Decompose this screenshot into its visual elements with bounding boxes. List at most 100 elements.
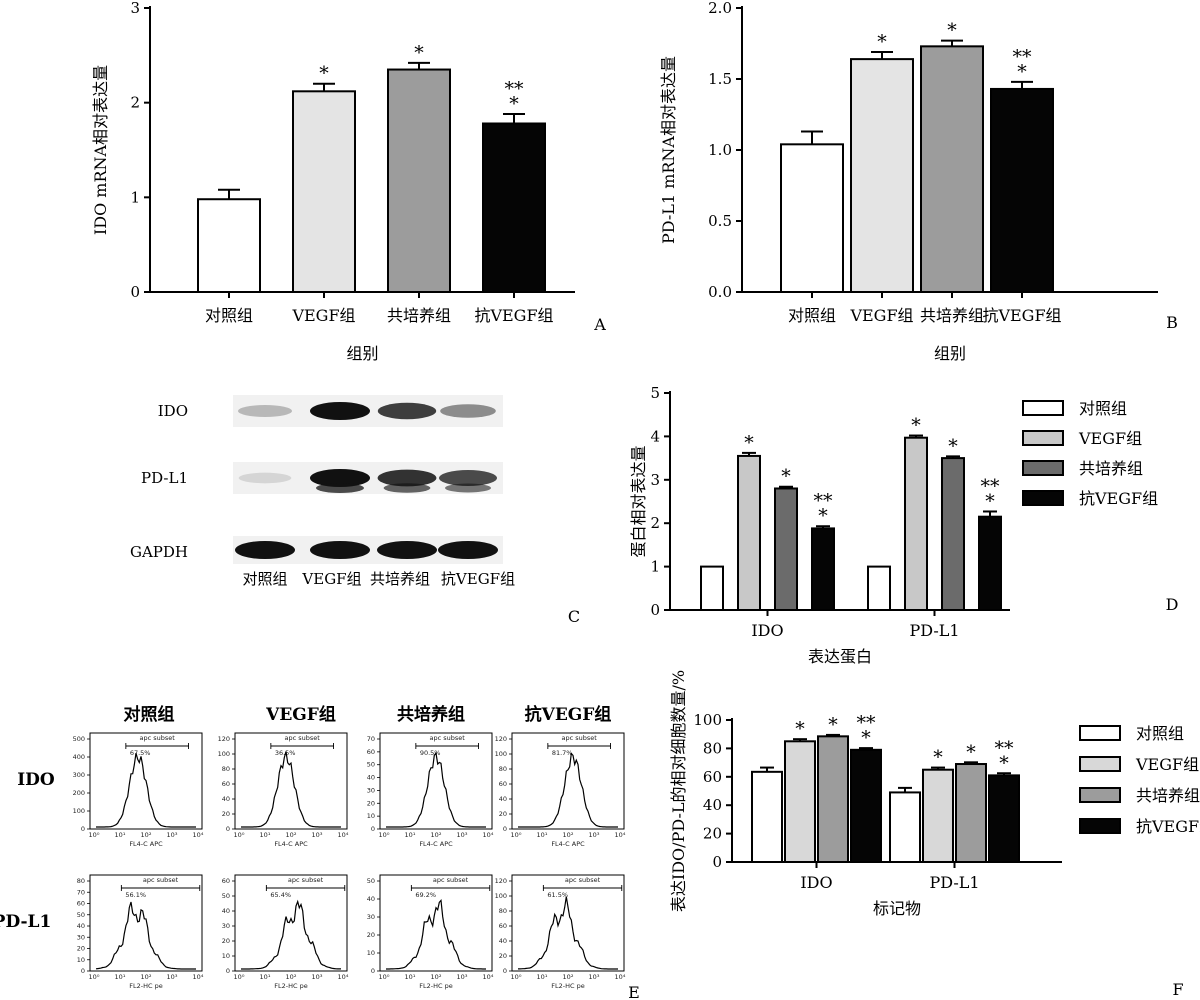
y-axis-title: IDO mRNA相对表达量 [91,65,110,235]
histogram-x-tick-label: 10² [431,831,442,839]
histogram-y-tick-label: 30 [77,933,85,941]
bar [955,763,987,864]
legend-label: 对照组 [1136,724,1184,743]
histogram-x-tick-label: 10⁰ [511,831,522,839]
histogram-x-tick-label: 10¹ [405,831,416,839]
histogram-frame [511,732,625,830]
legend-swatch [1022,490,1064,506]
histogram-x-tick-label: 10¹ [115,831,126,839]
legend-swatch [1079,818,1121,834]
histogram-x-tick-label: 10⁰ [379,831,390,839]
significance-marker: * [999,752,1009,774]
bar [482,122,546,293]
x-tick-label: PD-L1 [929,873,979,892]
blot-band [377,541,437,559]
histogram-frame [234,732,348,830]
histogram-x-tick-label: 10³ [589,973,600,981]
legend-swatch [1022,430,1064,446]
x-axis-title: 标记物 [873,899,921,918]
y-axis-title: 表达IDO/PD-L的相对细胞数量/% [669,670,688,912]
histogram-y-tick-label: 0 [81,967,85,975]
histogram-curve [518,752,618,828]
significance-marker: * [947,20,957,42]
histogram-x-axis-label: FL4-C APC [129,840,163,848]
significance-marker: * [818,505,828,527]
gate-percent: 81.7% [552,749,573,757]
histogram-y-tick-label: 20 [367,931,375,939]
significance-marker: * [414,42,424,64]
significance-marker: * [781,466,791,488]
bar [197,198,261,293]
bar [850,58,914,294]
histogram-y-tick-label: 40 [222,907,230,915]
histogram-y-tick-label: 30 [367,913,375,921]
histogram-x-tick-label: 10² [431,973,442,981]
histogram-y-tick-label: 20 [222,937,230,945]
flow-row-label: IDO [17,770,55,790]
bar [817,735,849,864]
legend-label: 抗VEGF组 [1079,489,1158,508]
blot-band [310,541,370,559]
y-tick-label: 0 [130,283,140,301]
significance-marker: ** [857,712,877,734]
histogram-x-tick-label: 10² [563,831,574,839]
histogram-x-tick-label: 10⁴ [338,973,349,981]
bar [292,90,356,293]
legend-swatch [1079,787,1121,803]
histogram-x-tick-label: 10¹ [537,973,548,981]
bar [867,565,891,611]
legend-swatch [1022,460,1064,476]
histogram-y-tick-label: 100 [218,750,230,758]
bar [922,768,954,864]
histogram-y-tick-label: 120 [495,877,507,885]
histogram-frame [89,732,203,830]
histogram-y-tick-label: 10 [367,949,375,957]
blot-lane-label: 抗VEGF组 [441,570,515,588]
histogram-y-tick-label: 50 [77,911,85,919]
histogram-x-tick-label: 10³ [457,973,468,981]
histogram-y-tick-label: 0 [503,967,507,975]
bar [811,527,835,612]
blot-band [377,469,437,487]
blot-row-label: PD-L1 [141,469,188,487]
y-tick-label: 0.5 [708,212,732,230]
gate-percent: 69.2% [415,891,436,899]
flow-column-header: 共培养组 [397,704,465,725]
blot-band [440,404,496,418]
histogram-curve [241,899,341,970]
flow-column-header: 抗VEGF组 [525,704,612,725]
bar [978,515,1002,611]
histogram-y-tick-label: 120 [495,735,507,743]
histogram-x-tick-label: 10² [286,831,297,839]
bar [889,791,921,863]
bar [780,143,844,293]
histogram-x-tick-label: 10¹ [260,831,271,839]
bar [990,87,1054,293]
legend-swatch [1079,725,1121,741]
y-tick-label: 60 [703,768,722,786]
bar [700,565,724,611]
significance-marker: * [1017,61,1027,83]
histogram-y-tick-label: 50 [367,877,375,885]
histogram-y-tick-label: 0 [503,825,507,833]
bar [988,774,1020,864]
bar [784,740,816,863]
histogram-frame [511,874,625,972]
histogram-y-tick-label: 30 [222,922,230,930]
histogram-x-tick-label: 10⁴ [193,973,204,981]
bar [904,436,928,611]
blot-band-lower [445,483,491,493]
histogram-x-axis-label: FL2-HC pe [274,982,307,990]
histogram-y-tick-label: 100 [73,807,85,815]
y-tick-label: 2 [130,94,140,112]
significance-marker: * [828,714,838,736]
blot-row-label: IDO [158,402,188,420]
y-tick-label: 1.0 [708,141,732,159]
y-tick-label: 40 [703,796,722,814]
histogram-curve [96,752,196,828]
histogram-x-tick-label: 10⁴ [483,831,494,839]
gate-label: apc subset [285,734,321,742]
histogram-y-tick-label: 0 [371,825,375,833]
histogram-curve [241,751,341,828]
y-tick-label: 3 [130,0,140,17]
